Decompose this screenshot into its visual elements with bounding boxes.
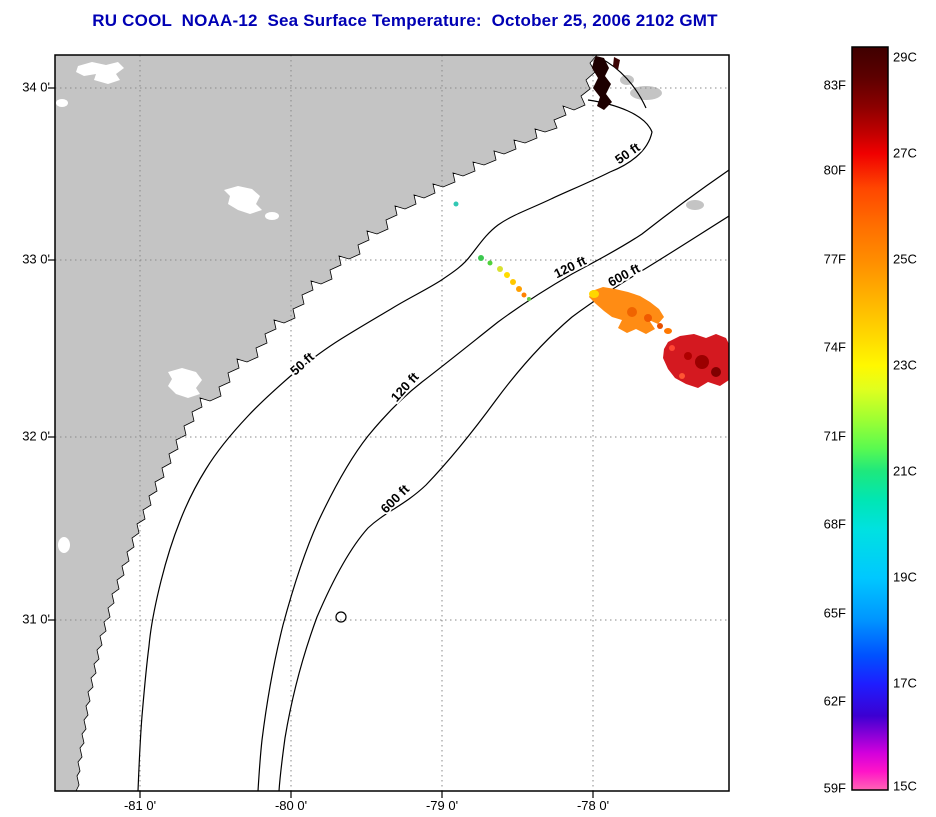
cb-c-17: 17C [893,675,917,690]
sst-shelf-specks [453,201,531,301]
x-tick-81: -81 0' [124,798,156,813]
sst-filament-orange [589,287,672,334]
cb-f-74: 74F [824,339,846,354]
cb-c-19: 19C [893,569,917,584]
cb-f-80: 80F [824,162,846,177]
y-tick-34: 34 0' [22,79,50,94]
axis-tick-marks [48,87,594,798]
x-tick-79: -79 0' [426,798,458,813]
y-axis-labels: 34 0' 33 0' 32 0' 31 0' [22,79,50,626]
y-tick-32: 32 0' [22,428,50,443]
colorbar-celsius-labels: 29C 27C 25C 23C 21C 19C 17C 15C [893,49,917,793]
cb-f-68: 68F [824,516,846,531]
plot-border [54,54,730,792]
cb-c-29: 29C [893,49,917,64]
cb-f-77: 77F [824,251,846,266]
y-tick-33: 33 0' [22,251,50,266]
x-tick-80: -80 0' [275,798,307,813]
cb-f-62: 62F [824,693,846,708]
cloud-patches-over-ocean [620,75,704,210]
sst-dark-warm-patch-top [592,56,620,110]
colorbar-fahrenheit-labels: 83F 80F 77F 74F 71F 68F 65F 62F 59F [824,77,846,795]
colorbar-gradient [851,46,889,791]
cloud-patches-on-land [56,62,279,553]
x-axis-labels: -81 0' -80 0' -79 0' -78 0' [124,798,609,813]
x-tick-78: -78 0' [577,798,609,813]
cb-c-15: 15C [893,778,917,793]
cb-f-83: 83F [824,77,846,92]
contour-600ft-line [278,215,729,791]
cb-f-59: 59F [824,780,846,795]
cb-f-71: 71F [824,428,846,443]
land-mass [55,55,598,791]
cb-c-25: 25C [893,251,917,266]
contour-small-closed [335,611,347,623]
y-tick-31: 31 0' [22,611,50,626]
colorbar: 83F 80F 77F 74F 71F 68F 65F 62F 59F 29C … [824,46,917,795]
cb-c-21: 21C [893,463,917,478]
sst-warm-eddy-red [663,334,729,388]
map-plot-area [55,55,729,791]
contour-120ft-line [257,169,729,791]
figure-title: RU COOL NOAA-12 Sea Surface Temperature:… [92,11,718,30]
cb-c-27: 27C [893,145,917,160]
cb-f-65: 65F [824,605,846,620]
cb-c-23: 23C [893,357,917,372]
contour-50ft-line [137,99,653,791]
